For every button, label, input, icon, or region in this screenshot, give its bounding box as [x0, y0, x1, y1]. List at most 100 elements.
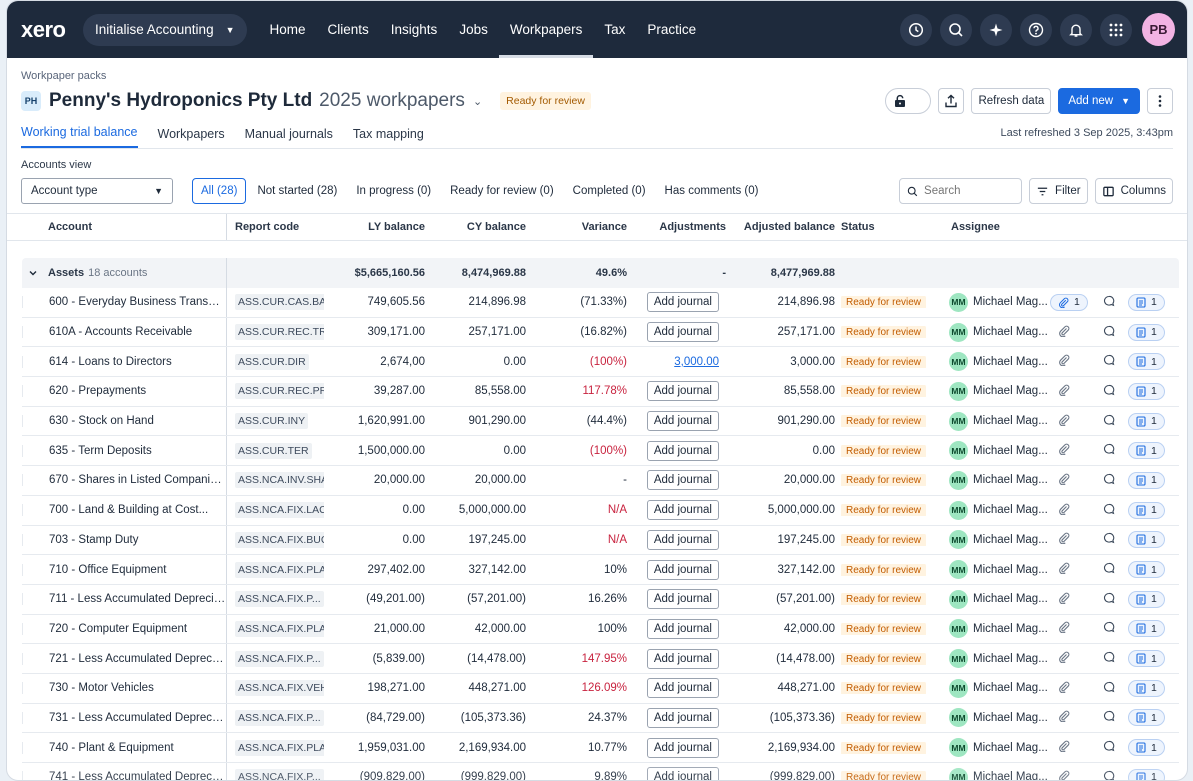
add-new-button[interactable]: Add new ▼ [1058, 88, 1140, 114]
add-journal-button[interactable]: Add journal [646, 559, 719, 580]
tab-tax-mapping[interactable]: Tax mapping [352, 127, 424, 141]
paperclip-icon[interactable] [1058, 503, 1070, 515]
account-name[interactable]: 720 - Computer Equipment [22, 622, 226, 635]
more-icon[interactable] [1147, 88, 1173, 114]
account-name[interactable]: 670 - Shares in Listed Companies... [22, 474, 226, 487]
status-badge[interactable]: Ready for review [841, 444, 927, 457]
account-name[interactable]: 711 - Less Accumulated Depreciat... [22, 593, 226, 606]
add-journal-button[interactable]: Add journal [646, 707, 719, 728]
nav-jobs[interactable]: Jobs [459, 22, 488, 37]
col-assignee[interactable]: Assignee [951, 221, 1000, 233]
accounts-view-select[interactable]: Account type ▼ [21, 178, 173, 204]
documents-badge[interactable]: 1 [1128, 382, 1165, 400]
paperclip-icon[interactable] [1058, 325, 1070, 337]
account-name[interactable]: 700 - Land & Building at Cost... [22, 504, 226, 517]
documents-badge[interactable]: 1 [1128, 412, 1165, 430]
chevron-down-icon[interactable] [27, 267, 39, 279]
add-journal-button[interactable]: Add journal [646, 767, 719, 780]
nav-clients[interactable]: Clients [327, 22, 369, 37]
col-adjusted-balance[interactable]: Adjusted balance [743, 221, 835, 233]
documents-badge[interactable]: 1 [1128, 650, 1165, 668]
assignee-cell[interactable]: MM Michael Mag... [945, 560, 1050, 580]
add-journal-button[interactable]: Add journal [646, 411, 719, 432]
add-journal-button[interactable]: Add journal [646, 618, 719, 639]
paperclip-icon[interactable] [1058, 354, 1070, 367]
table-row[interactable]: 720 - Computer Equipment ASS.NCA.FIX.PLA… [22, 614, 1179, 645]
org-switcher[interactable]: Initialise Accounting ▼ [83, 13, 247, 46]
table-row[interactable]: 610A - Accounts Receivable ASS.CUR.REC.T… [22, 317, 1179, 348]
filter-completed[interactable]: Completed (0) [572, 185, 646, 197]
lock-toggle[interactable] [885, 88, 932, 114]
assignee-cell[interactable]: MM Michael Mag... [945, 411, 1050, 431]
paperclip-icon[interactable] [1058, 621, 1070, 634]
comment-icon[interactable] [1103, 384, 1115, 396]
refresh-data-button[interactable]: Refresh data [971, 88, 1052, 114]
search-box[interactable] [899, 178, 1023, 204]
user-avatar[interactable]: PB [1142, 13, 1175, 46]
table-row[interactable]: 721 - Less Accumulated Depreciat... ASS.… [22, 644, 1179, 674]
comment-icon[interactable] [1103, 592, 1115, 604]
col-status[interactable]: Status [841, 221, 875, 233]
assignee-cell[interactable]: MM Michael Mag... [945, 352, 1050, 372]
add-journal-button[interactable]: Add journal [646, 322, 719, 343]
assignee-cell[interactable]: MM Michael Mag... [945, 767, 1050, 780]
paperclip-icon[interactable] [1058, 651, 1070, 664]
assignee-cell[interactable]: MM Michael Mag... [945, 470, 1050, 490]
documents-badge[interactable]: 1 [1128, 679, 1165, 697]
status-badge[interactable]: Ready for review [841, 563, 927, 576]
filter-all[interactable]: All (28) [192, 178, 247, 204]
documents-badge[interactable]: 1 [1128, 768, 1165, 780]
assignee-cell[interactable]: MM Michael Mag... [945, 292, 1050, 312]
account-name[interactable]: 614 - Loans to Directors [22, 355, 226, 368]
col-report-code[interactable]: Report code [226, 214, 324, 240]
help-icon[interactable] [1020, 13, 1052, 46]
table-row[interactable]: 635 - Term Deposits ASS.CUR.TER 1,500,00… [22, 436, 1179, 467]
comment-icon[interactable] [1103, 651, 1115, 663]
sparkle-icon[interactable] [980, 13, 1012, 46]
col-variance[interactable]: Variance [581, 221, 627, 233]
add-journal-button[interactable]: Add journal [646, 648, 719, 669]
table-row[interactable]: 730 - Motor Vehicles ASS.NCA.FIX.VEH 198… [22, 673, 1179, 704]
assignee-cell[interactable]: MM Michael Mag... [945, 500, 1050, 520]
paperclip-icon[interactable] [1058, 414, 1070, 426]
status-badge[interactable]: Ready for review [841, 504, 927, 517]
account-name[interactable]: 741 - Less Accumulated Depreciat... [22, 771, 226, 780]
nav-tax[interactable]: Tax [604, 22, 626, 37]
assignee-cell[interactable]: MM Michael Mag... [945, 708, 1050, 728]
status-badge[interactable]: Ready for review [841, 326, 927, 339]
adjustment-link[interactable]: 3,000.00 [674, 355, 719, 368]
paperclip-icon[interactable] [1058, 740, 1070, 753]
assignee-cell[interactable]: MM Michael Mag... [945, 678, 1050, 698]
comment-icon[interactable] [1103, 710, 1115, 722]
status-badge[interactable]: Ready for review [841, 622, 927, 635]
status-badge[interactable]: Ready for review [841, 771, 927, 780]
assignee-cell[interactable]: MM Michael Mag... [945, 738, 1050, 758]
account-name[interactable]: 630 - Stock on Hand [22, 415, 226, 428]
comment-icon[interactable] [1103, 681, 1115, 693]
xero-logo[interactable]: xero [21, 16, 66, 42]
status-badge[interactable]: Ready for review [841, 593, 927, 606]
nav-home[interactable]: Home [269, 22, 306, 37]
tab-manual-journals[interactable]: Manual journals [244, 127, 333, 141]
breadcrumb[interactable]: Workpaper packs [21, 70, 107, 82]
tab-workpapers[interactable]: Workpapers [157, 127, 225, 141]
group-row-assets[interactable]: Assets 18 accounts $5,665,160.56 8,474,9… [22, 258, 1179, 288]
documents-badge[interactable]: 1 [1128, 323, 1165, 341]
status-badge[interactable]: Ready for review [841, 296, 927, 309]
documents-badge[interactable]: 1 [1128, 293, 1165, 311]
search-input[interactable] [924, 185, 1015, 197]
documents-badge[interactable]: 1 [1128, 471, 1165, 489]
chevron-down-icon[interactable]: ⌄ [472, 95, 483, 108]
paperclip-icon[interactable] [1058, 532, 1070, 545]
paperclip-icon[interactable] [1058, 592, 1070, 604]
paperclip-icon[interactable] [1058, 443, 1070, 456]
comment-icon[interactable] [1103, 621, 1115, 633]
table-row[interactable]: 670 - Shares in Listed Companies... ASS.… [22, 466, 1179, 496]
status-badge[interactable]: Ready for review [841, 474, 927, 487]
documents-badge[interactable]: 1 [1128, 709, 1165, 727]
table-row[interactable]: 600 - Everyday Business Transacti... ASS… [22, 288, 1179, 318]
assignee-cell[interactable]: MM Michael Mag... [945, 619, 1050, 639]
bell-icon[interactable] [1060, 13, 1092, 46]
table-row[interactable]: 740 - Plant & Equipment ASS.NCA.FIX.PLA … [22, 733, 1179, 763]
documents-badge[interactable]: 1 [1128, 620, 1165, 638]
